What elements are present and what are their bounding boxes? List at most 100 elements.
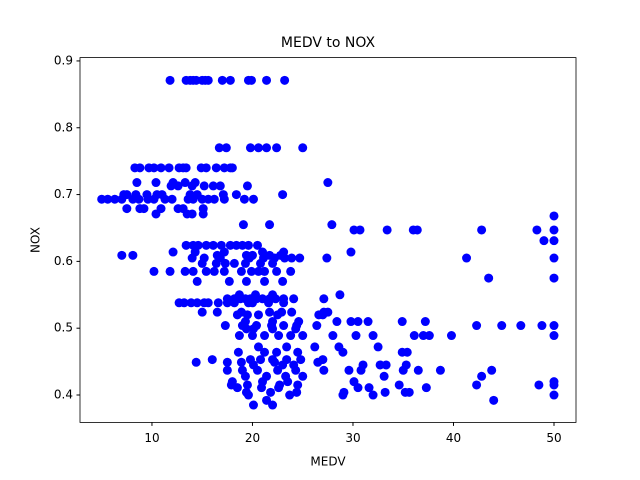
point (215, 181, 225, 191)
point (353, 317, 363, 327)
point (117, 194, 127, 204)
y-tick-label: 0.9 (54, 53, 73, 67)
point (497, 321, 507, 331)
point (165, 266, 175, 276)
x-tick-label: 40 (446, 431, 461, 445)
point (201, 266, 211, 276)
point (286, 331, 296, 341)
point (217, 75, 227, 85)
point (188, 194, 198, 204)
point (187, 209, 197, 219)
point (368, 390, 378, 400)
point (236, 266, 246, 276)
point (149, 194, 159, 204)
point (239, 194, 249, 204)
point (278, 276, 288, 286)
y-tick-label: 0.5 (54, 321, 73, 335)
point (286, 266, 296, 276)
point (166, 181, 176, 191)
point (201, 163, 211, 173)
point (151, 209, 161, 219)
point (322, 253, 332, 263)
point (549, 321, 559, 331)
point (187, 181, 197, 191)
point (232, 310, 242, 320)
point (241, 324, 251, 334)
point (477, 225, 487, 235)
point (247, 298, 257, 308)
point (173, 181, 183, 191)
point (247, 331, 257, 341)
point (197, 307, 207, 317)
point (397, 317, 407, 327)
point (201, 240, 211, 250)
point (516, 321, 526, 331)
point (238, 220, 248, 230)
point (280, 75, 290, 85)
point (292, 387, 302, 397)
point (549, 225, 559, 235)
point (132, 178, 142, 188)
point (252, 365, 262, 375)
point (221, 143, 231, 153)
y-tick-label: 0.7 (54, 187, 73, 201)
point (394, 380, 404, 390)
point (534, 380, 544, 390)
point (222, 357, 232, 367)
point (338, 347, 348, 357)
point (287, 307, 297, 317)
point (484, 273, 494, 283)
point (139, 204, 149, 214)
x-tick-label: 20 (245, 431, 260, 445)
point (435, 365, 445, 375)
point (248, 400, 258, 410)
point (209, 266, 219, 276)
point (379, 371, 389, 381)
point (270, 357, 280, 367)
point (279, 298, 289, 308)
x-tick-label: 10 (144, 431, 159, 445)
point (240, 371, 250, 381)
point (168, 247, 178, 257)
point (287, 253, 297, 263)
point (208, 240, 218, 250)
point (462, 253, 472, 263)
point (278, 190, 288, 200)
y-tick-label: 0.4 (54, 388, 73, 402)
point (272, 266, 282, 276)
point (549, 331, 559, 341)
point (404, 387, 414, 397)
point (274, 331, 284, 341)
point (298, 331, 308, 341)
point (312, 321, 322, 331)
point (313, 357, 323, 367)
point (421, 383, 431, 393)
point (225, 75, 235, 85)
point (549, 273, 559, 283)
point (420, 317, 430, 327)
point (285, 390, 295, 400)
point (477, 371, 487, 381)
point (293, 380, 303, 390)
point (382, 225, 392, 235)
point (179, 298, 189, 308)
point (298, 371, 308, 381)
x-axis-label: MEDV (310, 455, 346, 469)
point (188, 266, 198, 276)
point (242, 380, 252, 390)
point (280, 253, 290, 263)
point (398, 365, 408, 375)
point (268, 324, 278, 334)
point (291, 324, 301, 334)
point (327, 220, 337, 230)
point (283, 377, 293, 387)
point (209, 194, 219, 204)
point (356, 365, 366, 375)
point (549, 211, 559, 221)
point (310, 342, 320, 352)
point (187, 253, 197, 263)
point (291, 365, 301, 375)
point (234, 331, 244, 341)
point (323, 178, 333, 188)
